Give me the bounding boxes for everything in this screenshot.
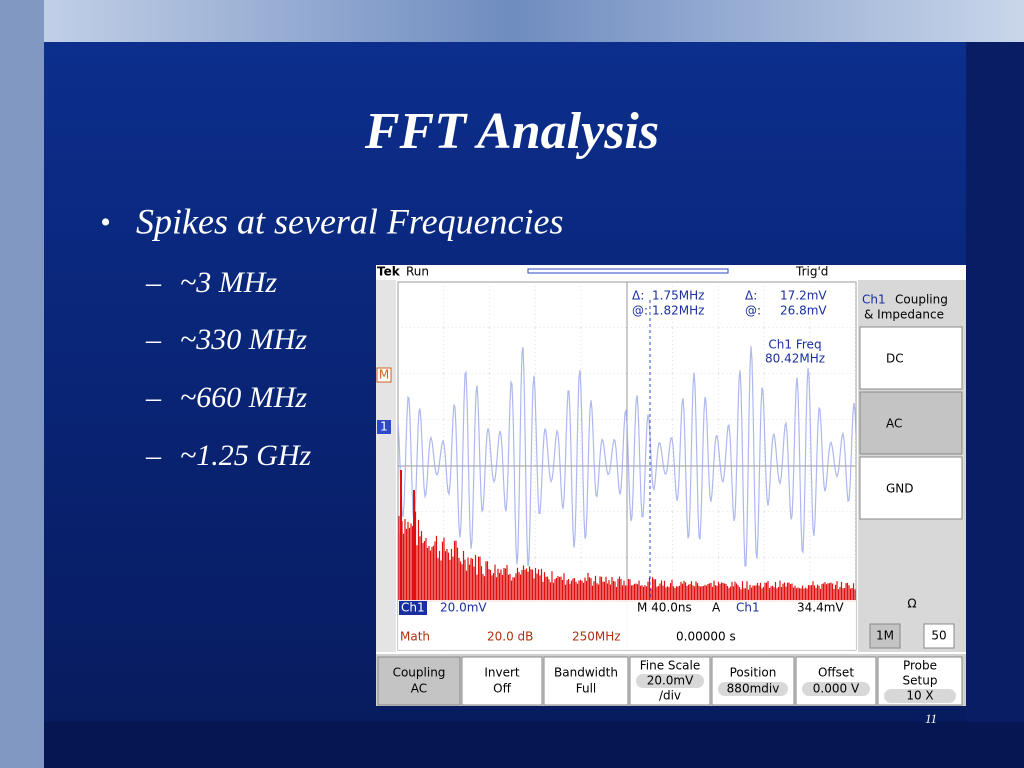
status-timebase: M 40.0ns [637, 601, 692, 615]
menu-option-label: AC [886, 417, 902, 431]
menu-button-label: Bandwidth [554, 666, 618, 680]
bullet: Spikes at several Frequencies [136, 201, 564, 241]
brand: Tek [377, 265, 401, 279]
menu-button-label: Offset [818, 666, 854, 680]
menu-button[interactable] [711, 656, 795, 706]
status-position: 0.00000 s [676, 630, 736, 644]
status-area [398, 600, 856, 650]
status-channel: Ch1 [401, 601, 425, 615]
menu-option[interactable] [859, 326, 963, 390]
cursor-readout: Δ: [745, 289, 757, 303]
dash: – [145, 323, 162, 356]
dash: – [145, 381, 162, 414]
channel-label: Ch1 [862, 293, 886, 307]
bottom-shade [44, 722, 1024, 768]
cursor-readout: 1.75MHz [652, 289, 704, 303]
cursor-readout: 1.82MHz [652, 304, 704, 318]
value-box [802, 682, 870, 696]
trigger-status: Trig'd [795, 265, 828, 279]
menu-button-label: /div [659, 689, 681, 703]
menu-button-label: AC [411, 682, 427, 696]
menu-option-label: GND [886, 482, 914, 496]
impedance-option-label: 50 [931, 629, 946, 643]
marker: M [379, 368, 389, 382]
cursor-readout: @: [745, 304, 761, 318]
menu-button-label: Fine Scale [640, 659, 700, 673]
cursor-readout: 26.8mV [780, 304, 827, 318]
sub-bullet: ~660 MHz [180, 381, 307, 414]
measurement-label: Ch1 Freq [768, 338, 821, 352]
status-trigger: Ch1 [736, 601, 760, 615]
menu-option[interactable] [859, 456, 963, 520]
status-math: 250MHz [572, 630, 621, 644]
ch1-badge [399, 601, 427, 615]
value-box [718, 682, 788, 696]
marker-box [377, 420, 391, 434]
menu-button-label: Invert [484, 666, 520, 680]
menu-button-label: 880mdiv [727, 682, 780, 696]
cursor-readout: Δ: [632, 289, 644, 303]
impedance-option[interactable] [923, 623, 955, 649]
trigger-bar [527, 268, 729, 274]
status-math: 20.0 dB [487, 630, 533, 644]
bullet-dot: • [100, 206, 111, 239]
state: Run [406, 265, 429, 279]
sub-bullet: ~3 MHz [180, 266, 277, 299]
dash: – [145, 439, 162, 472]
top-banner [0, 0, 1024, 42]
right-shade [966, 42, 1024, 768]
impedance-label: Ω [907, 597, 916, 611]
value-box [884, 689, 956, 703]
impedance-option-label: 1M [876, 629, 894, 643]
menu-button-label: Setup [903, 674, 938, 688]
sub-bullet: ~330 MHz [180, 323, 307, 356]
menu-button-label: Position [730, 666, 777, 680]
menu-title: Coupling [895, 293, 948, 307]
scope-left-strip [376, 280, 396, 652]
menu-button-label: Off [493, 682, 511, 696]
dash: – [145, 266, 162, 299]
status-scale: 20.0mV [440, 601, 487, 615]
cursor-readout: @: [632, 304, 648, 318]
menu-button-label: Coupling [393, 666, 446, 680]
menu-button[interactable] [377, 656, 461, 706]
impedance-option[interactable] [869, 623, 901, 649]
menu-button-label: 0.000 V [813, 682, 860, 696]
menu-button[interactable] [461, 656, 543, 706]
marker: 1 [380, 420, 388, 434]
status-trigger: A [712, 601, 721, 615]
slide-title: FFT Analysis [364, 103, 659, 160]
menu-button[interactable] [795, 656, 877, 706]
menu-button-label: Full [576, 682, 597, 696]
menu-option[interactable] [859, 391, 963, 455]
menu-option-label: DC [886, 352, 904, 366]
menu-title: & Impedance [864, 308, 944, 322]
menu-button[interactable] [543, 656, 629, 706]
side-band [0, 0, 44, 768]
menu-button-label: Probe [903, 659, 937, 673]
side-band-glow [0, 0, 44, 768]
waveform-trace [397, 346, 857, 568]
sub-bullet: ~1.25 GHz [180, 439, 312, 472]
value-box [636, 674, 704, 688]
measurement-value: 80.42MHz [765, 352, 825, 366]
fft-trace [398, 470, 856, 602]
status-math: Math [400, 630, 430, 644]
marker-box [376, 367, 392, 383]
status-trigger: 34.4mV [797, 601, 844, 615]
menu-button-label: 20.0mV [647, 674, 694, 688]
waveform [397, 346, 857, 568]
menu-button-label: 10 X [906, 689, 933, 703]
page-number: 11 [925, 711, 937, 726]
cursor-readout: 17.2mV [780, 289, 827, 303]
